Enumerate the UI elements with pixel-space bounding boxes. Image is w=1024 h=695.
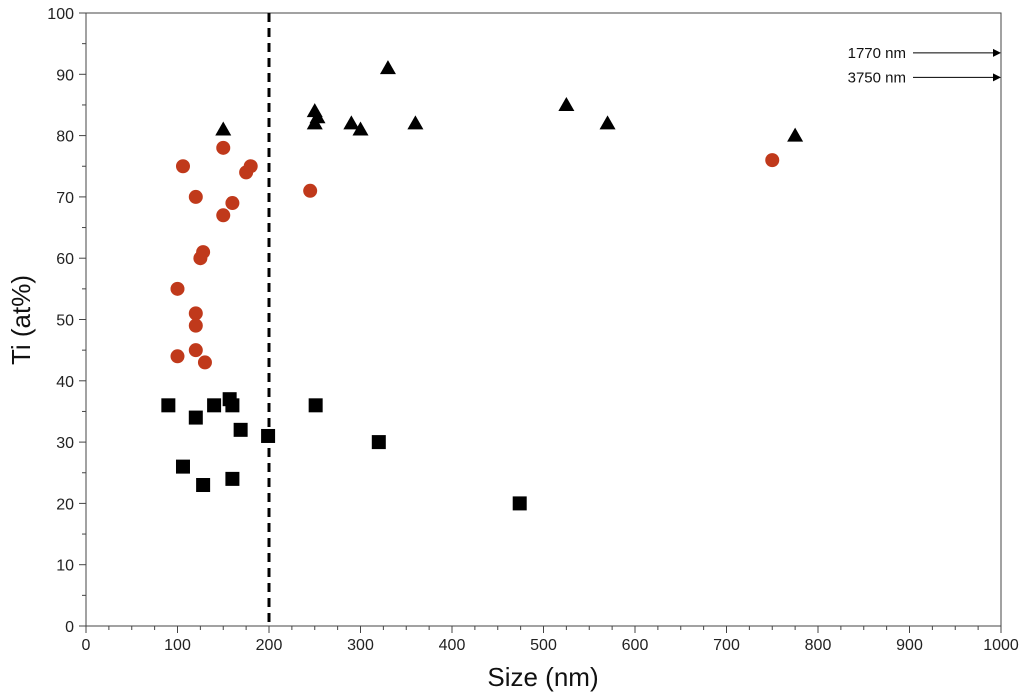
square-data-point: [261, 428, 276, 443]
circle-data-point: [197, 355, 212, 370]
square-data-point: [188, 410, 203, 425]
square-data-point: [512, 496, 527, 511]
triangle-data-point: [309, 109, 326, 124]
x-tick-label: 200: [256, 637, 283, 654]
circle-data-point: [188, 189, 203, 204]
x-tick-label: 300: [347, 637, 374, 654]
circle-data-point: [765, 153, 780, 168]
offscale-annotation-label: 1770 nm: [848, 45, 906, 62]
x-tick-label: 500: [530, 637, 557, 654]
triangle-data-point: [352, 121, 369, 136]
triangle-data-point: [407, 115, 424, 130]
plot-area: [85, 12, 1002, 627]
circle-data-point: [170, 281, 185, 296]
circle-data-point: [170, 349, 185, 364]
x-axis-title: Size (nm): [487, 662, 598, 692]
offscale-arrow-head: [993, 48, 1001, 57]
x-tick-label: 400: [439, 637, 466, 654]
circle-data-point: [216, 208, 231, 223]
circle-data-point: [188, 306, 203, 321]
y-axis-title: Ti (at%): [6, 275, 36, 365]
square-data-point: [175, 459, 190, 474]
x-tick-label: 1000: [983, 637, 1019, 654]
x-tick-label: 800: [805, 637, 832, 654]
y-tick-label: 100: [47, 6, 74, 23]
x-tick-label: 900: [896, 637, 923, 654]
triangle-data-point: [215, 121, 232, 136]
triangle-data-point: [599, 115, 616, 130]
circle-data-point: [225, 196, 240, 211]
circle-data-point: [216, 140, 231, 155]
square-data-point: [196, 478, 211, 493]
x-tick-label: 600: [622, 637, 649, 654]
y-tick-label: 40: [56, 374, 74, 391]
triangle-data-point: [787, 127, 804, 142]
square-data-point: [225, 398, 240, 413]
circle-data-point: [243, 159, 258, 174]
y-tick-label: 0: [65, 619, 74, 636]
square-data-point: [207, 398, 222, 413]
square-data-point: [161, 398, 176, 413]
y-tick-label: 90: [56, 67, 74, 84]
square-data-point: [308, 398, 323, 413]
circle-data-point: [196, 245, 211, 260]
circle-data-point: [188, 343, 203, 358]
x-tick-label: 700: [713, 637, 740, 654]
offscale-arrow-head: [993, 73, 1001, 82]
square-data-point: [225, 471, 240, 486]
y-tick-label: 10: [56, 558, 74, 575]
y-tick-label: 70: [56, 190, 74, 207]
circle-data-point: [303, 183, 318, 198]
triangle-data-point: [343, 115, 360, 130]
y-tick-label: 20: [56, 496, 74, 513]
circle-data-point: [175, 159, 190, 174]
y-tick-label: 80: [56, 129, 74, 146]
y-tick-label: 60: [56, 251, 74, 268]
y-tick-label: 50: [56, 313, 74, 330]
triangle-data-point: [379, 60, 396, 75]
x-tick-label: 100: [164, 637, 191, 654]
offscale-annotation-label: 3750 nm: [848, 69, 906, 86]
x-tick-label: 0: [82, 637, 91, 654]
circle-data-point: [188, 318, 203, 333]
y-tick-label: 30: [56, 435, 74, 452]
triangle-data-point: [558, 96, 575, 111]
square-data-point: [371, 435, 386, 450]
square-data-point: [233, 422, 248, 437]
